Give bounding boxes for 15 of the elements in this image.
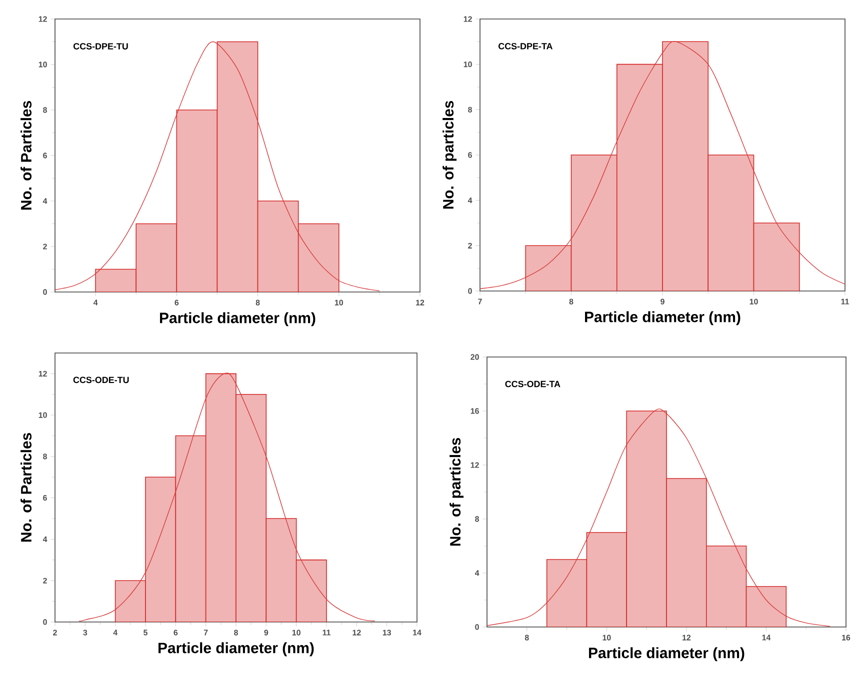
y-axis-title: No. of Particles [20, 433, 32, 542]
line-series [55, 41, 380, 292]
line-series [480, 41, 846, 290]
line-series [487, 410, 830, 627]
text: CCS-ODE-TU [73, 376, 129, 384]
x-axis-title: Particle diameter (nm) [589, 647, 744, 662]
text: CCS-ODE-TA [505, 380, 560, 388]
text: CCS-DPE-TU [73, 43, 128, 50]
y-axis-title: No. of particles [442, 100, 457, 209]
text: CCS-DPE-TA [498, 43, 553, 50]
x-axis-title: Particle diameter (nm) [160, 312, 316, 326]
x-axis-title: Particle diameter (nm) [158, 642, 314, 656]
y-axis-title: No. of Particles [20, 101, 32, 210]
y-axis-title: No. of particles [450, 438, 464, 546]
x-axis-title: Particle diameter (nm) [585, 311, 740, 326]
